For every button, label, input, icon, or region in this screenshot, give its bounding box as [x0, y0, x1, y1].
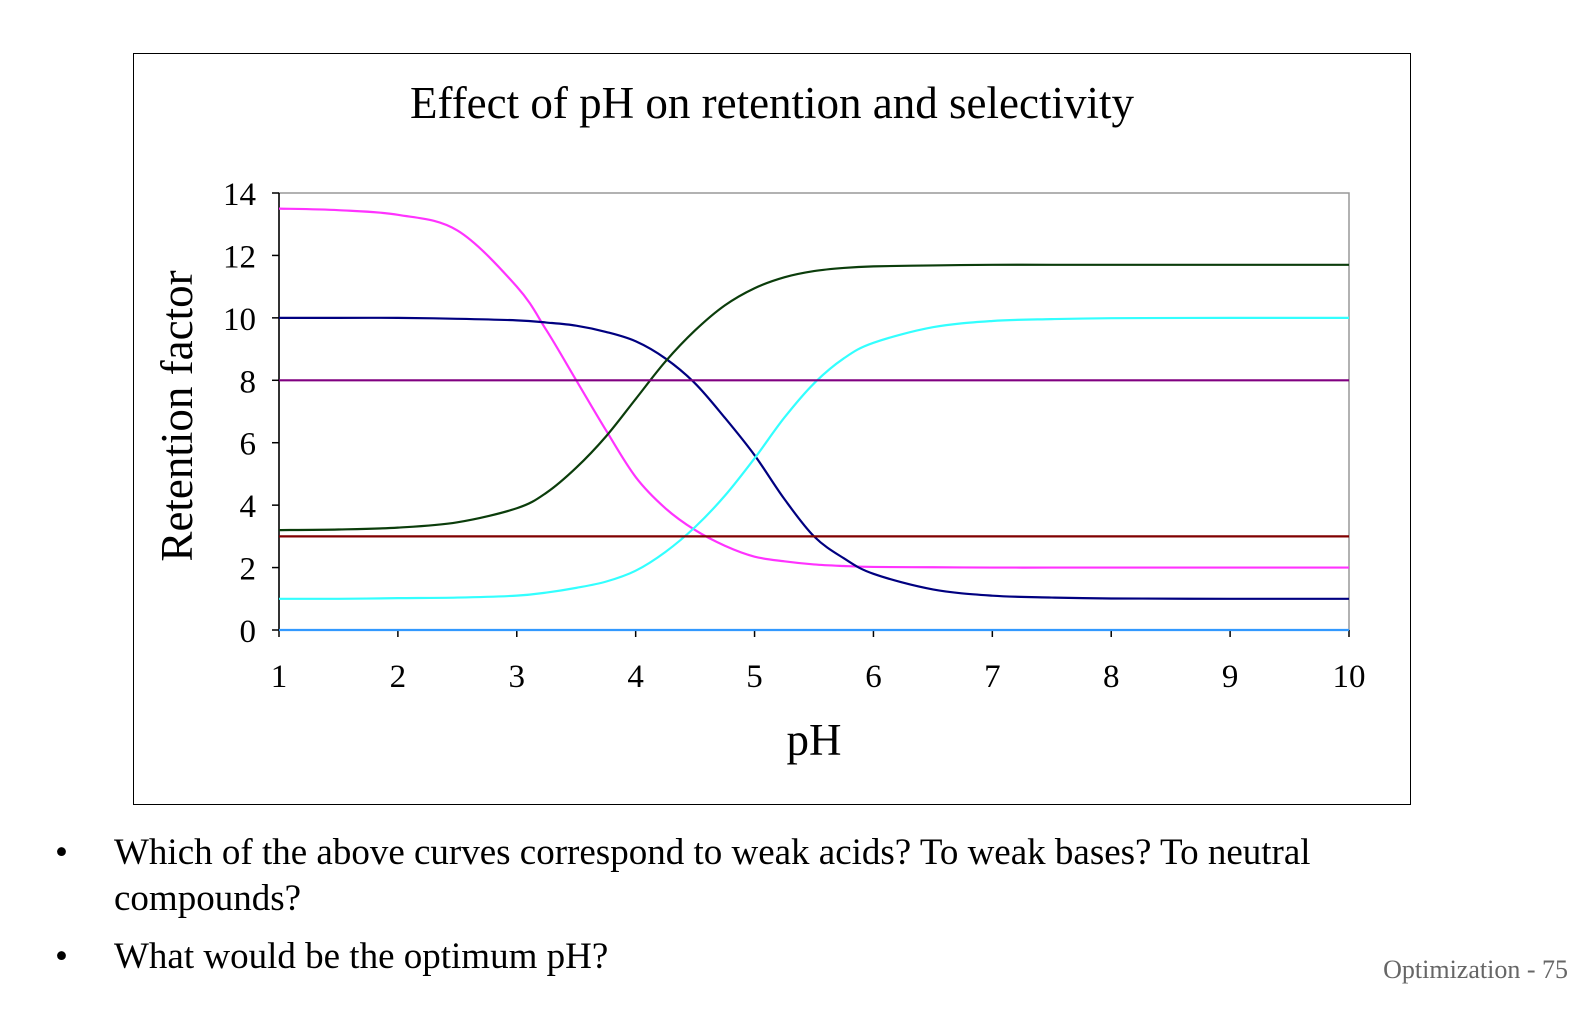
- chart-title: Effect of pH on retention and selectivit…: [410, 78, 1134, 128]
- slide-footer: Optimization - 75: [1383, 955, 1568, 984]
- y-tick-label: 8: [240, 364, 257, 400]
- bullet-marker: •: [55, 936, 68, 977]
- y-tick-label: 12: [223, 239, 256, 275]
- question-item: • Which of the above curves correspond t…: [55, 830, 1435, 922]
- series-line-1: [278, 207, 1349, 569]
- x-axis-title: pH: [787, 715, 842, 765]
- chart-frame: Effect of pH on retention and selectivit…: [133, 53, 1411, 805]
- question-text: Which of the above curves correspond to …: [114, 832, 1311, 919]
- y-tick-label: 6: [240, 427, 257, 463]
- question-list: • Which of the above curves correspond t…: [55, 830, 1435, 992]
- y-tick-label: 0: [240, 614, 257, 650]
- bullet-marker: •: [55, 832, 68, 873]
- question-text: What would be the optimum pH?: [114, 936, 609, 977]
- series-line-4: [278, 316, 1350, 600]
- chart: Effect of pH on retention and selectivit…: [152, 78, 1366, 765]
- question-item: • What would be the optimum pH?: [55, 934, 1435, 980]
- x-tick-label: 3: [509, 659, 526, 695]
- x-tick-label: 4: [627, 659, 644, 695]
- x-tick-label: 5: [746, 659, 763, 695]
- series-line-2: [278, 316, 1350, 600]
- x-tick-label: 6: [865, 659, 882, 695]
- y-axis-title: Retention factor: [152, 270, 202, 561]
- y-tick-label: 2: [240, 552, 257, 588]
- x-tick-label: 9: [1222, 659, 1239, 695]
- y-tick-label: 10: [223, 302, 256, 338]
- y-tick-label: 14: [223, 177, 256, 213]
- x-tick-label: 1: [271, 659, 288, 695]
- x-tick-label: 2: [390, 659, 407, 695]
- x-tick-label: 8: [1103, 659, 1120, 695]
- y-tick-label: 4: [240, 489, 257, 525]
- x-tick-label: 7: [984, 659, 1001, 695]
- series-line-3: [278, 263, 1349, 532]
- x-tick-label: 10: [1333, 659, 1366, 695]
